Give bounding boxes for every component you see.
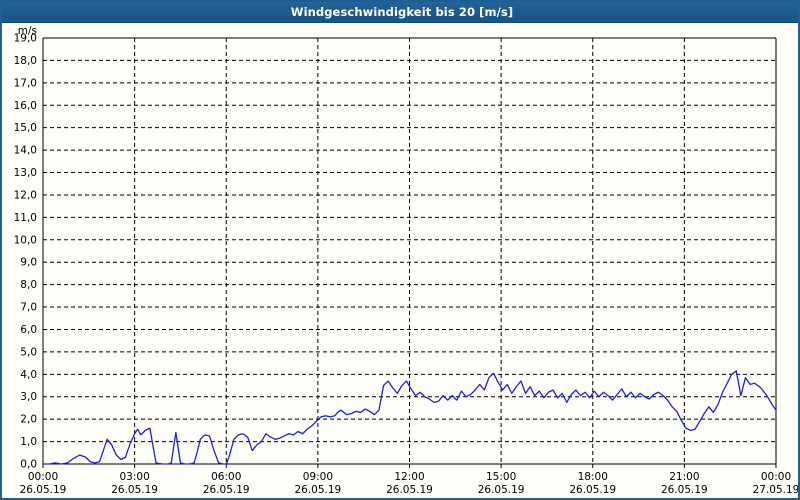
chart-plot-area: 19,0 18,0 17,0 16,0 15,0 14,0 13,0 12,0 11,0 10,0…	[2, 23, 798, 498]
x-tick-label-time: 21:00	[669, 471, 699, 483]
y-tick-label: 15,0	[14, 122, 37, 134]
y-tick-label: 5,0	[20, 346, 37, 358]
y-tick-label: 2,0	[20, 414, 37, 426]
y-tick-label: 4,0	[20, 369, 37, 381]
x-tick-label-time: 09:00	[303, 471, 333, 483]
wind-speed-data-line	[42, 370, 777, 465]
window-title: Windgeschwindigkeit bis 20 [m/s]	[290, 5, 514, 19]
x-axis-tick-labels: 00:0026.05.1903:0026.05.1906:0026.05.190…	[20, 464, 798, 496]
x-tick-label-date: 26.05.19	[111, 484, 158, 496]
x-tick-label-time: 00:00	[28, 471, 58, 483]
x-tick-label-date: 26.05.19	[661, 484, 708, 496]
y-tick-label: 18,0	[14, 55, 37, 67]
y-tick-label: 16,0	[14, 100, 37, 112]
x-tick-label-date: 26.05.19	[20, 484, 67, 496]
x-tick-label-time: 12:00	[394, 471, 424, 483]
x-tick-label-time: 15:00	[486, 471, 516, 483]
y-tick-label: 8,0	[20, 279, 37, 291]
y-tick-label: 7,0	[20, 302, 37, 314]
x-tick-label-date: 26.05.19	[294, 484, 341, 496]
y-tick-label: 11,0	[14, 212, 37, 224]
y-axis-unit-label-text: m/s	[18, 25, 37, 37]
y-tick-label: 0,0	[20, 459, 37, 471]
y-axis-tick-labels: 19,0 18,0 17,0 16,0 15,0 14,0 13,0 12,0 11,0 10,0…	[14, 33, 37, 471]
y-tick-label: 14,0	[14, 145, 37, 157]
y-tick-label: 10,0	[14, 234, 37, 246]
vertical-gridlines	[134, 38, 685, 464]
x-tick-label-time: 00:00	[761, 471, 791, 483]
y-tick-label: 3,0	[20, 391, 37, 403]
x-tick-label-date: 27.05.19	[753, 484, 798, 496]
wind-speed-line-chart: 19,0 18,0 17,0 16,0 15,0 14,0 13,0 12,0 11,0 10,0…	[14, 25, 798, 496]
y-axis-unit-label: m/s	[18, 25, 37, 37]
window-title-bar: Windgeschwindigkeit bis 20 [m/s]	[2, 2, 798, 23]
y-tick-label: 19,0	[14, 33, 37, 45]
x-tick-label-time: 18:00	[578, 471, 608, 483]
y-tick-label: 13,0	[14, 167, 37, 179]
x-tick-label-date: 26.05.19	[203, 484, 250, 496]
data-series-line	[42, 370, 777, 465]
x-tick-label-time: 03:00	[119, 471, 149, 483]
x-tick-label-date: 26.05.19	[478, 484, 525, 496]
y-tick-label: 1,0	[20, 436, 37, 448]
x-tick-label-date: 26.05.19	[569, 484, 616, 496]
y-tick-label: 12,0	[14, 189, 37, 201]
x-tick-label-date: 26.05.19	[386, 484, 433, 496]
y-tick-label: 9,0	[20, 257, 37, 269]
x-tick-label-time: 06:00	[211, 471, 241, 483]
y-tick-label: 6,0	[20, 324, 37, 336]
y-tick-label: 17,0	[14, 77, 37, 89]
